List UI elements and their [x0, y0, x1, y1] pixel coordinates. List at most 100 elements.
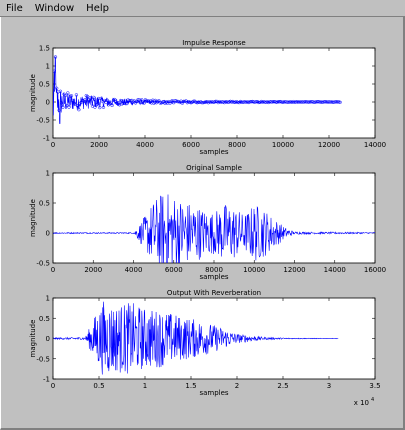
x-axis-label: samples: [199, 148, 228, 156]
series-marker: [263, 100, 267, 104]
figure-area: Impulse Response 0 2000 4000 6000 8000 10000 1 2…: [1, 18, 403, 410]
y-tick-label: 1: [46, 170, 50, 178]
series-marker: [69, 94, 74, 98]
series-marker: [248, 100, 252, 104]
series-marker: [96, 96, 101, 101]
series-marker: [136, 98, 140, 102]
chart-title: Original Sample: [186, 164, 242, 172]
x-tick-label: 8000: [205, 266, 223, 274]
series-marker: [101, 105, 106, 109]
series-marker: [335, 100, 340, 104]
series-marker: [276, 99, 281, 104]
series-marker: [310, 100, 314, 104]
series-marker: [331, 100, 335, 104]
series-marker: [105, 98, 109, 102]
series-marker: [98, 105, 102, 110]
series-marker: [75, 104, 80, 108]
series-marker: [83, 98, 87, 102]
series-line: [53, 301, 339, 375]
series-marker: [305, 100, 309, 104]
series-line: [53, 56, 341, 124]
series-marker: [85, 94, 90, 99]
series-marker: [285, 100, 289, 104]
y-tick-label: 1: [46, 63, 50, 71]
x-tick-label: 0: [51, 266, 55, 274]
y-tick-label: -1: [43, 376, 50, 384]
series-marker: [66, 91, 70, 95]
series-marker: [271, 100, 276, 104]
axes-box: [52, 172, 376, 264]
series-marker: [53, 55, 58, 59]
series-marker: [280, 100, 284, 104]
x-tick-label: 6000: [182, 141, 200, 149]
y-axis-label: magnitude: [29, 320, 37, 358]
chart-title: Impulse Response: [182, 39, 246, 47]
menu-help[interactable]: Help: [86, 2, 109, 14]
series-marker: [181, 99, 186, 104]
series-marker: [268, 100, 272, 104]
series-marker: [151, 98, 155, 102]
x-tick-label: 4000: [125, 266, 143, 274]
series-marker: [72, 102, 76, 106]
y-tick-label: 0: [46, 335, 50, 343]
series-marker: [73, 102, 77, 106]
series-marker: [142, 101, 146, 105]
y-tick-label: 0.5: [39, 315, 50, 323]
x-tick-label: 16000: [364, 266, 386, 274]
series-marker: [74, 93, 79, 97]
y-tick-label: 0: [46, 230, 50, 238]
series-marker: [338, 100, 342, 104]
series-marker: [315, 100, 319, 104]
y-tick-label: 0: [46, 99, 50, 107]
axes-box: [52, 47, 376, 139]
series-marker: [92, 95, 96, 100]
menu-file[interactable]: File: [6, 2, 23, 14]
series-marker: [252, 100, 256, 104]
series-marker: [282, 100, 287, 104]
series-marker: [110, 103, 114, 108]
series-marker: [63, 93, 67, 98]
x-tick-label: 14000: [364, 141, 386, 149]
series-line: [53, 194, 375, 263]
menu-bar: File Window Help: [0, 0, 405, 17]
x-tick-label: 4000: [136, 141, 154, 149]
series-marker: [77, 108, 81, 112]
series-marker: [244, 100, 249, 104]
series-marker: [316, 100, 320, 104]
series-marker: [249, 100, 254, 104]
y-axis-label: magnitude: [29, 199, 37, 237]
series-marker: [294, 100, 298, 104]
chart-2: Original Sample 0 2000 4000 6000 8000 10000 120…: [29, 164, 386, 281]
y-axis-label: magnitude: [29, 74, 37, 112]
x-tick-label: 2000: [84, 266, 102, 274]
series-marker: [61, 105, 65, 109]
series-marker: [67, 105, 71, 109]
chart-1: Impulse Response 0 2000 4000 6000 8000 10000 12…: [29, 39, 386, 156]
series-marker: [333, 100, 337, 104]
x-tick-label: 8000: [228, 141, 246, 149]
x-axis-label: samples: [199, 273, 228, 281]
series-marker: [242, 100, 246, 104]
y-tick-label: 1: [46, 295, 50, 303]
x-tick-label: 10000: [272, 141, 294, 149]
menu-window[interactable]: Window: [34, 2, 75, 14]
chart-3: Output With Reverberation 0 0.5 1 1.5 2 2.5 3 3.…: [29, 289, 381, 407]
chart-title: Output With Reverberation: [167, 289, 261, 297]
series-marker: [284, 100, 288, 104]
x-tick-label: 2.5: [277, 382, 288, 390]
series-marker: [71, 98, 75, 103]
x-tick-label: 0.5: [93, 382, 104, 390]
x-tick-label: 6000: [165, 266, 183, 274]
series-marker: [334, 100, 339, 104]
x-tick-label: 14000: [324, 266, 346, 274]
x-exponent-label: x 10: [354, 399, 369, 407]
series-marker: [99, 96, 103, 101]
x-tick-label: 3.5: [369, 382, 380, 390]
series-marker: [138, 100, 143, 105]
series-marker: [95, 102, 100, 106]
y-tick-label: -1: [43, 135, 50, 143]
series-marker: [53, 69, 56, 73]
series-marker: [125, 101, 129, 106]
series-marker: [59, 101, 64, 105]
series-marker: [58, 89, 63, 93]
